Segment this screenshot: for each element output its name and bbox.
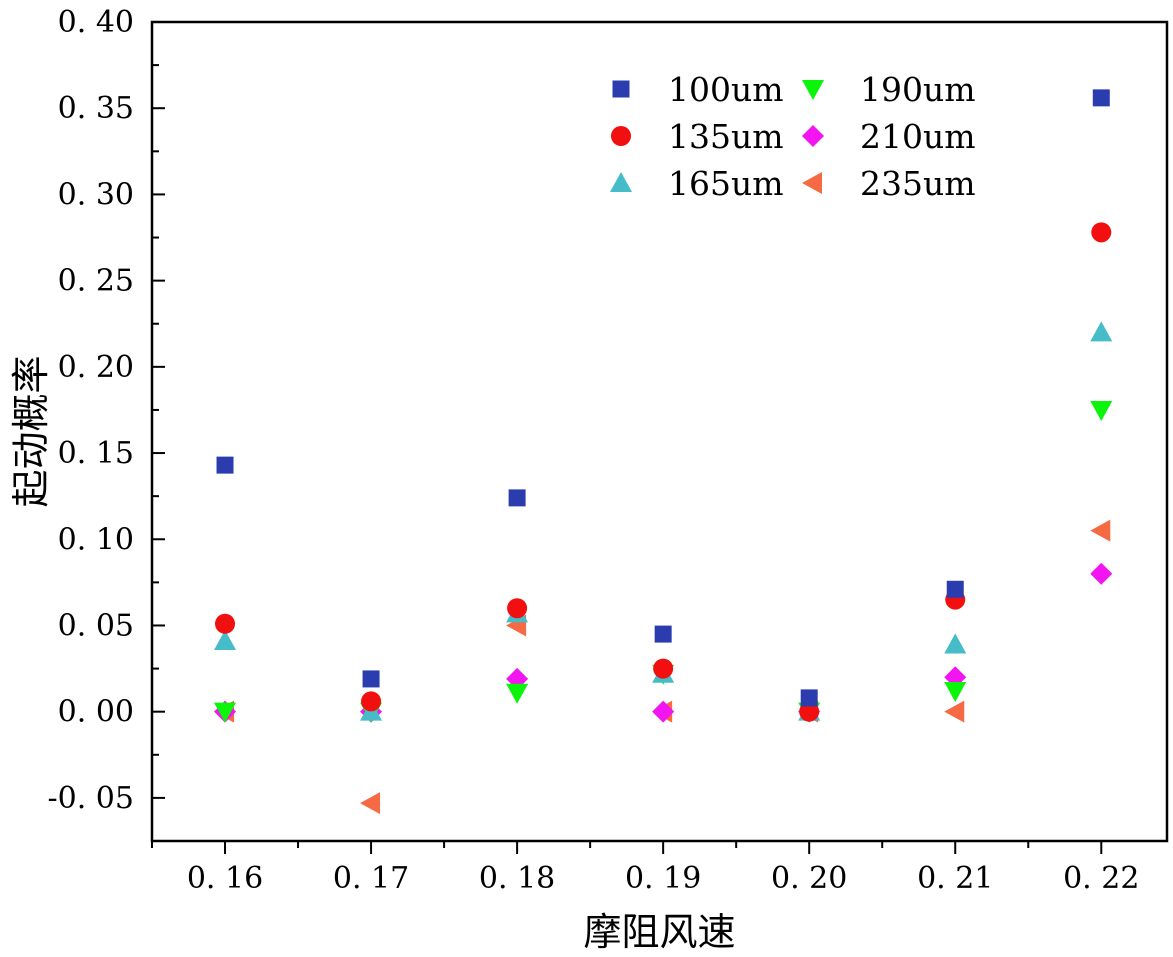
x-tick-label: 0. 21 [917,861,993,896]
y-tick-label: 0. 05 [58,608,134,643]
data-point-100um [508,489,526,507]
y-tick-label: 0. 35 [58,91,134,126]
legend-item-135um: 135um [611,117,784,156]
legend-label: 210um [860,117,976,156]
data-point-190um [1090,400,1113,421]
y-tick-label: 0. 10 [58,522,134,557]
data-points [214,89,1113,815]
legend-label: 235um [860,164,976,203]
legend: 100um 135um 165um 190um 210um 235um [610,70,976,203]
data-point-100um [800,689,818,707]
x-tick-label: 0. 17 [333,861,409,896]
data-point-235um [1090,519,1111,542]
x-tick-label: 0. 18 [479,861,555,896]
x-tick-label: 0. 22 [1063,861,1139,896]
x-tick-label: 0. 19 [625,861,701,896]
y-tick-label: -0. 05 [48,781,134,816]
legend-marker-190um [802,80,824,100]
data-point-135um [507,598,528,619]
data-point-100um [362,670,380,688]
legend-item-210um: 210um [802,117,976,156]
axes [150,20,1169,843]
data-point-190um [506,683,529,704]
y-tick-label: 0. 00 [58,695,134,730]
x-tick-label: 0. 16 [187,861,263,896]
tick-labels: -0. 05 0. 00 0. 05 0. 10 0. 15 0. 20 0. 25 0. 3… [48,5,1140,896]
legend-label: 190um [860,70,976,109]
legend-marker-100um [612,80,630,98]
data-point-100um [946,580,964,598]
y-tick-label: 0. 15 [58,436,134,471]
legend-label: 135um [668,117,784,156]
ticks [151,21,1103,854]
data-point-235um [944,700,965,723]
data-point-135um [215,613,236,634]
data-point-165um [1090,321,1113,342]
legend-marker-210um [802,125,824,147]
data-point-135um [799,701,820,722]
data-point-135um [1091,222,1112,243]
y-tick-label: 0. 30 [58,177,134,212]
series-210um [214,562,1113,723]
data-point-100um [216,456,234,474]
y-tick-label: 0. 25 [58,264,134,299]
legend-item-190um: 190um [802,70,976,109]
x-axis-title: 摩阻风速 [583,910,735,954]
legend-item-235um: 235um [802,164,976,203]
legend-label: 165um [668,164,784,203]
y-tick-label: 0. 20 [58,350,134,385]
data-point-135um [361,691,382,712]
legend-item-100um: 100um [612,70,784,109]
data-point-165um [214,629,237,650]
data-point-135um [653,658,674,679]
data-point-235um [360,792,381,815]
legend-marker-135um [611,126,631,146]
x-tick-label: 0. 20 [771,861,847,896]
data-point-100um [1092,89,1110,107]
legend-marker-165um [610,172,632,192]
series-135um [215,222,1112,722]
legend-label: 100um [668,70,784,109]
data-point-210um [652,700,675,723]
legend-item-165um: 165um [610,164,784,203]
y-axis-title: 起动概率 [9,355,53,507]
y-tick-label: 0. 40 [58,5,134,40]
data-point-190um [944,681,967,702]
data-point-190um [214,702,237,723]
legend-marker-235um [802,172,822,194]
plot-frame [150,20,1169,843]
series-100um [216,89,1110,707]
data-point-210um [1090,562,1113,585]
data-point-100um [654,625,672,643]
data-point-165um [944,633,967,654]
